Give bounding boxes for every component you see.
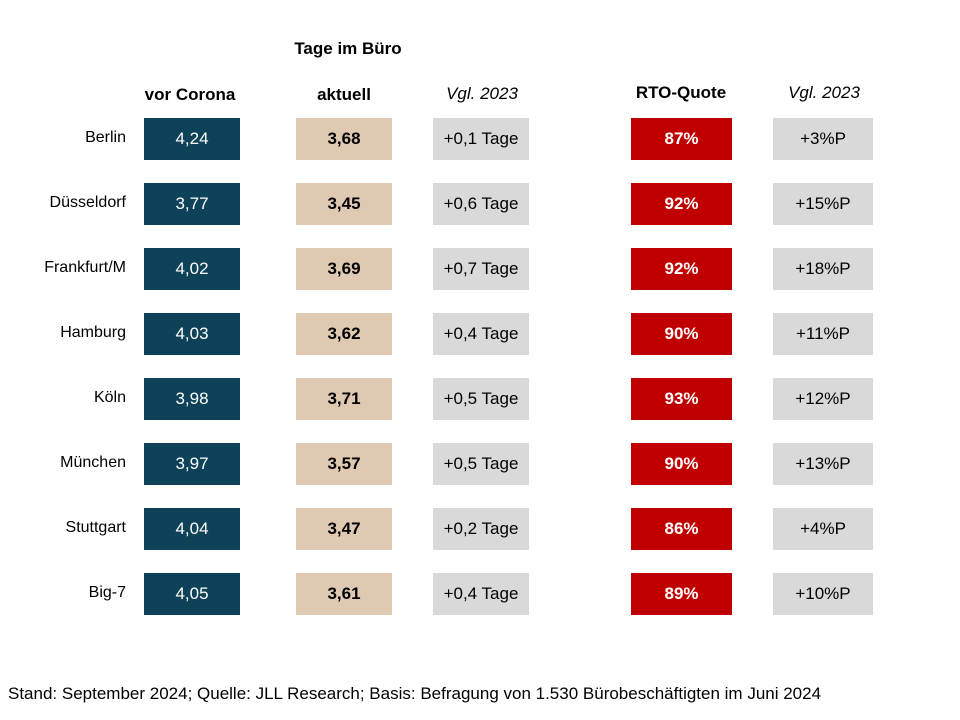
cell-vgl-2023-rto: +13%P [773,443,873,485]
cell-aktuell: 3,57 [296,443,392,485]
cell-vgl-2023-rto: +12%P [773,378,873,420]
row-label: Köln [93,389,126,406]
row-label: Berlin [85,129,126,146]
cell-vgl-2023-days: +0,4 Tage [433,573,529,615]
cell-rto-quote: 93% [631,378,732,420]
row-label: Düsseldorf [49,194,126,211]
cell-vor-corona: 4,03 [144,313,240,355]
cell-aktuell: 3,61 [296,573,392,615]
cell-vgl-2023-days: +0,5 Tage [433,378,529,420]
cell-rto-quote: 87% [631,118,732,160]
cell-vor-corona: 4,02 [144,248,240,290]
cell-vor-corona: 3,98 [144,378,240,420]
cell-vor-corona: 4,24 [144,118,240,160]
cell-vgl-2023-rto: +18%P [773,248,873,290]
cell-vgl-2023-rto: +3%P [773,118,873,160]
cell-vor-corona: 4,04 [144,508,240,550]
cell-vgl-2023-days: +0,4 Tage [433,313,529,355]
row-label: Big-7 [88,584,126,601]
cell-vgl-2023-days: +0,5 Tage [433,443,529,485]
cell-vgl-2023-rto: +10%P [773,573,873,615]
cell-rto-quote: 90% [631,313,732,355]
cell-rto-quote: 89% [631,573,732,615]
cell-vgl-2023-days: +0,6 Tage [433,183,529,225]
group-header: Tage im Büro [294,39,402,58]
column-header-vgl-2023-days: Vgl. 2023 [446,84,518,103]
cell-aktuell: 3,68 [296,118,392,160]
cell-vgl-2023-rto: +15%P [773,183,873,225]
row-label: Hamburg [60,324,126,341]
cell-aktuell: 3,47 [296,508,392,550]
cell-vgl-2023-rto: +11%P [773,313,873,355]
cell-aktuell: 3,45 [296,183,392,225]
cell-vgl-2023-days: +0,7 Tage [433,248,529,290]
cell-vor-corona: 4,05 [144,573,240,615]
cell-aktuell: 3,69 [296,248,392,290]
column-header-vor-corona: vor Corona [144,85,236,104]
cell-aktuell: 3,71 [296,378,392,420]
cell-aktuell: 3,62 [296,313,392,355]
cell-vor-corona: 3,77 [144,183,240,225]
row-label: Frankfurt/M [44,259,126,276]
footer-source-note: Stand: September 2024; Quelle: JLL Resea… [8,684,822,703]
column-header-rto-quote: RTO-Quote [635,83,727,102]
cell-vor-corona: 3,97 [144,443,240,485]
cell-vgl-2023-days: +0,1 Tage [433,118,529,160]
cell-vgl-2023-days: +0,2 Tage [433,508,529,550]
cell-vgl-2023-rto: +4%P [773,508,873,550]
cell-rto-quote: 92% [631,183,732,225]
row-label: Stuttgart [65,519,126,536]
column-header-aktuell: aktuell [317,85,371,104]
row-label: München [60,454,126,471]
cell-rto-quote: 90% [631,443,732,485]
column-header-vgl-2023-rto: Vgl. 2023 [788,83,860,102]
cell-rto-quote: 86% [631,508,732,550]
cell-rto-quote: 92% [631,248,732,290]
